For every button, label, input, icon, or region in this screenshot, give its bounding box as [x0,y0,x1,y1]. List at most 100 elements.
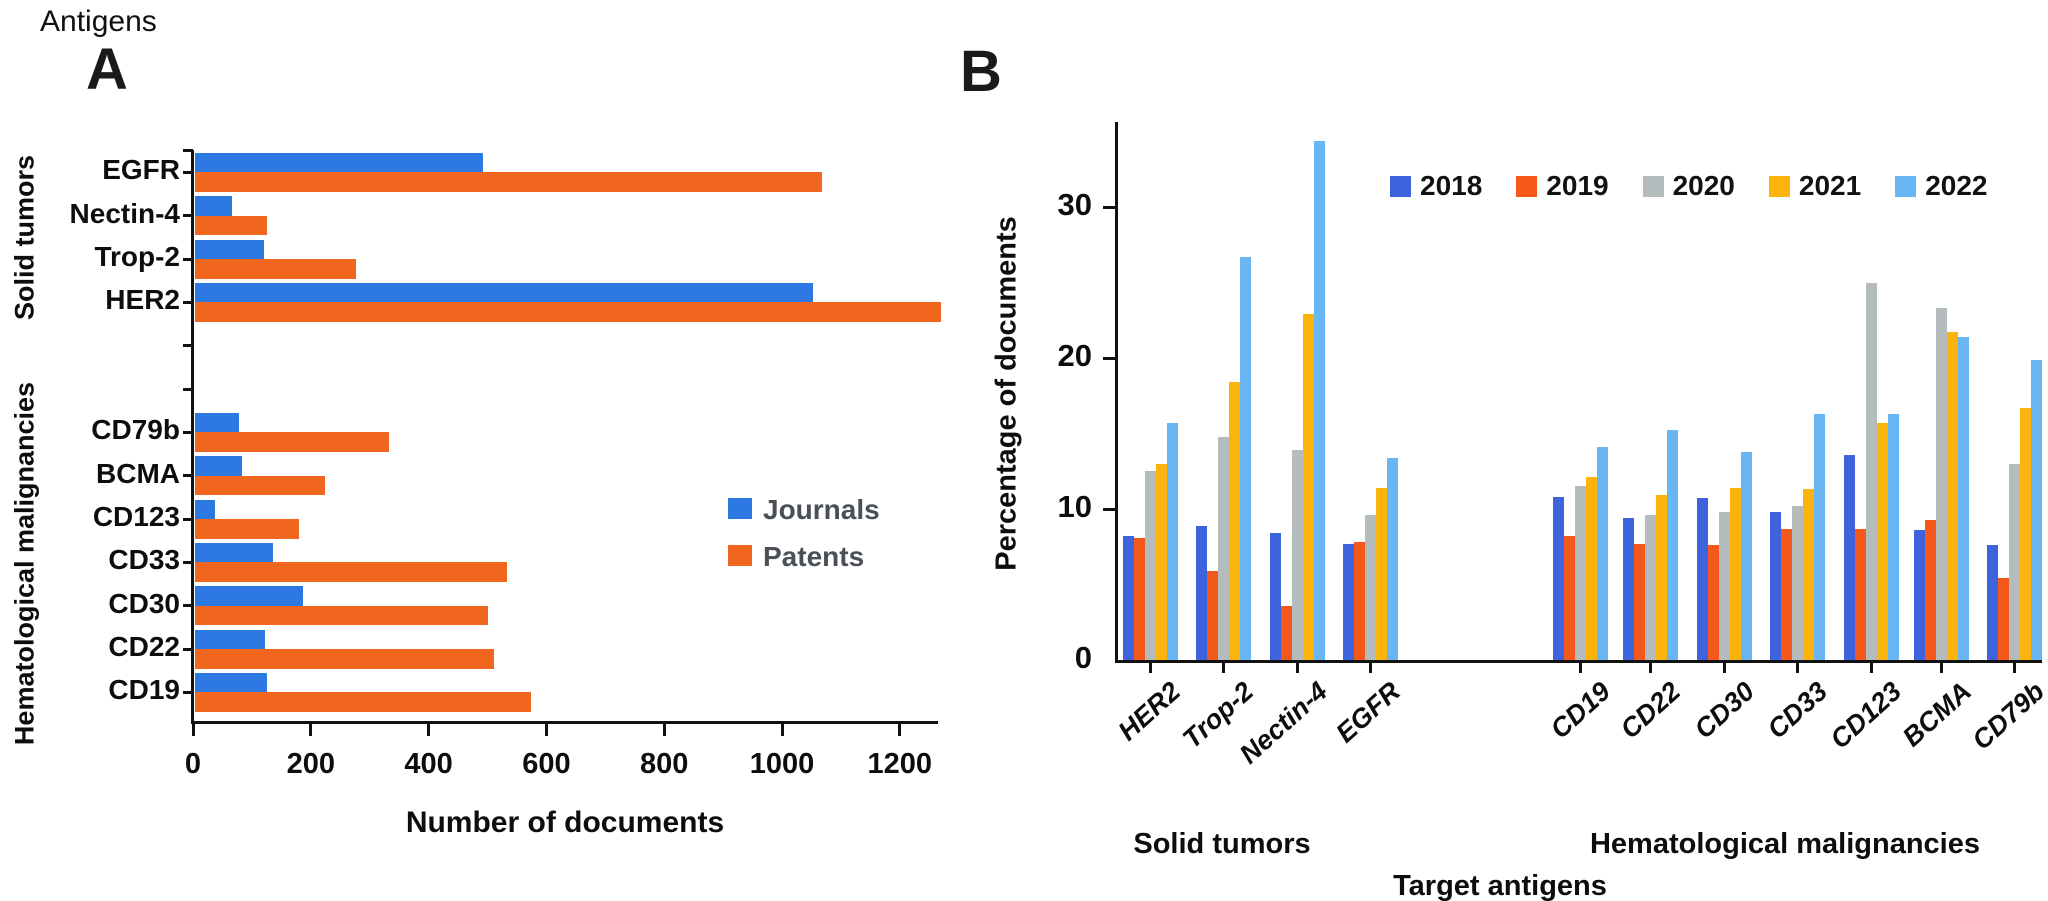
legend-swatch-2018 [1390,175,1411,197]
panel-b-bar-cd30-2021 [1729,487,1741,660]
panel-b-group-tick [1722,663,1726,673]
panel-b-legend-item-2019: 2019 [1516,170,1609,202]
panel-b-section-solid-label: Solid tumors [1133,828,1311,860]
panel-b-bar-bcma-2021 [1946,332,1958,660]
panel-a-ytick [183,430,193,434]
panel-b-group-tick [1221,663,1225,673]
panel-a-bar-cd19-patents [194,692,532,712]
panel-b-bar-nectin-4-2018 [1269,533,1281,660]
panel-a-xtick-label: 1000 [749,748,815,780]
panel-a-ytick [183,387,193,391]
panel-b-group-tick [1795,663,1799,673]
panel-b-bar-trop-2-2019 [1206,570,1218,660]
panel-a-bar-bcma-patents [194,475,325,496]
panel-a-xtick-label: 400 [404,748,453,780]
panel-a-xtick [309,724,313,736]
panel-b-bar-cd79b-2022 [2030,359,2042,660]
panel-b-bar-bcma-2020 [1935,308,1947,660]
panel-a-ytick [183,344,193,348]
panel-b-legend-item-2021: 2021 [1768,170,1861,202]
panel-b-bar-her2-2020 [1144,471,1156,660]
panel-b-bar-bcma-2018 [1913,530,1925,660]
panel-b-legend: 2018 2019 2020 2021 2022 [1390,170,1987,202]
panel-a-letter: A [86,37,128,102]
panel-b-group-tick [1869,663,1873,673]
panel-b-bar-cd123-2022 [1887,413,1899,660]
panel-a-xtick [427,724,431,736]
panel-a-xtick [780,724,784,736]
panel-b-bar-cd123-2021 [1876,422,1888,660]
panel-a-ytick [183,300,193,304]
panel-b-bar-cd123-2019 [1854,528,1866,660]
panel-b-bar-egfr-2019 [1353,542,1365,660]
journals-legend-swatch [728,498,752,519]
panel-b-group-tick [1148,663,1152,673]
panel-a-bar-bcma-journals [194,456,242,476]
panel-a-category-label-cd30: CD30 [108,587,180,619]
panel-b-bar-her2-2021 [1155,463,1167,660]
panel-b-legend-item-2018: 2018 [1390,170,1482,202]
panel-b-bar-egfr-2020 [1364,515,1376,660]
panel-b-ytick-label: 0 [1074,640,1092,675]
panel-a-xtick-label: 0 [184,748,202,780]
panel-a-bar-her2-patents [194,302,942,322]
panel-b-legend-item-2022: 2022 [1895,170,1987,202]
panel-a-ytick [183,560,193,564]
panel-b-bar-cd33-2019 [1780,528,1792,660]
panel-a-bar-trop-2-patents [194,259,356,279]
panel-a-ytick [183,517,193,521]
panel-a-bar-cd123-patents [194,519,300,539]
panel-a-category-label-nectin-4: Nectin-4 [69,197,180,229]
journals-legend-label: Journals [763,494,880,525]
panel-a-category-label-trop-2: Trop-2 [94,241,180,273]
panel-b-bar-trop-2-2018 [1195,525,1207,660]
panel-b-bar-egfr-2021 [1375,487,1387,660]
panel-b-bar-cd33-2021 [1802,489,1814,660]
panel-b-bar-cd22-2021 [1655,495,1667,660]
legend-swatch-2020 [1642,175,1664,197]
panel-a-bar-cd30-patents [194,605,488,626]
panel-b-bar-cd22-2019 [1633,543,1645,660]
panel-a-bar-nectin-4-journals [194,196,233,216]
panel-a-y-axis [191,150,194,724]
panel-b-section-hema-label: Hematological malignancies [1589,828,1980,860]
panel-b-bar-cd19-2021 [1585,477,1597,660]
panel-b-bar-her2-2019 [1133,537,1145,660]
panel-a-x-axis-title: Number of documents [405,806,725,839]
panel-a-category-label-cd33: CD33 [108,544,180,576]
panel-a-section-solid-label: Solid tumors [9,155,40,321]
panel-b-ytick [1103,356,1117,360]
panel-a-category-label-cd19: CD19 [108,674,180,706]
panel-b-bar-bcma-2022 [1957,336,1969,660]
panel-b-bar-cd79b-2018 [1986,545,1998,660]
panel-a-xtick [544,724,548,736]
panel-b-group-tick [1368,663,1372,673]
panel-a-bar-cd30-journals [194,586,303,606]
panel-b-bar-cd123-2020 [1865,282,1877,660]
panel-b-bar-trop-2-2020 [1217,436,1229,660]
panel-a-xtick [191,724,195,736]
panel-a-category-label-cd22: CD22 [108,631,180,663]
panel-b-bar-cd123-2018 [1843,454,1855,660]
panel-b-bar-cd30-2019 [1707,545,1719,660]
panel-a-ytick [183,149,193,152]
panel-b-bar-her2-2018 [1122,536,1134,660]
panel-b-bar-cd33-2022 [1813,413,1825,660]
legend-label-2020: 2020 [1672,170,1735,201]
panel-b-bar-cd79b-2020 [2008,463,2020,660]
legend-label-2022: 2022 [1925,170,1988,201]
panel-a-x-axis [191,721,938,724]
panel-b-y-axis [1115,122,1118,663]
panel-a-ytick [183,690,193,694]
panel-a-bar-cd79b-journals [194,412,239,433]
panel-b-x-axis-title: Target antigens [1393,870,1607,901]
panel-b-bar-cd30-2022 [1740,451,1752,660]
panel-a-bar-cd22-journals [194,629,266,650]
panel-a-ytick [183,257,193,261]
panel-a-xtick-label: 600 [522,748,571,780]
panel-a-category-label-her2: HER2 [105,284,180,316]
panel-a-bar-trop-2-journals [194,239,264,260]
panel-a-bar-egfr-patents [194,172,822,192]
panel-a-xtick-label: 200 [286,748,335,780]
